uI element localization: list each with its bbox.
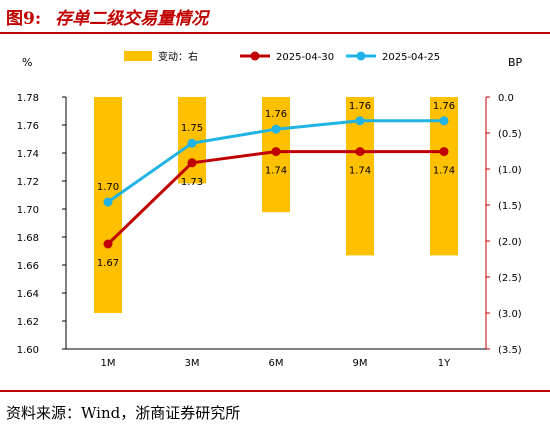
figure-title: 图9: 存单二级交易量情况 bbox=[6, 4, 208, 29]
left-tick-label: 1.78 bbox=[17, 93, 39, 104]
left-tick-label: 1.68 bbox=[17, 233, 39, 244]
x-tick-label: 6M bbox=[269, 358, 284, 369]
data-label: 1.74 bbox=[265, 166, 287, 177]
x-tick-label: 1Y bbox=[438, 358, 451, 369]
right-tick-label: 0.0 bbox=[498, 93, 514, 104]
right-tick-label: (2.5) bbox=[498, 273, 522, 284]
data-label: 1.73 bbox=[181, 177, 203, 188]
right-tick-label: (2.0) bbox=[498, 237, 522, 248]
right-tick-label: (3.0) bbox=[498, 309, 522, 320]
left-tick-label: 1.62 bbox=[17, 317, 39, 328]
series-point bbox=[103, 239, 113, 249]
legend-swatch-marker bbox=[250, 51, 260, 61]
series-point bbox=[271, 124, 281, 134]
figure-header: 图9: 存单二级交易量情况 bbox=[0, 0, 550, 34]
source-bar: 资料来源：Wind，浙商证券研究所 bbox=[0, 390, 550, 434]
legend-label-line: 2025-04-25 bbox=[382, 52, 440, 63]
data-label: 1.76 bbox=[433, 101, 455, 112]
line-series bbox=[103, 116, 449, 249]
series-point bbox=[187, 138, 197, 148]
data-label: 1.75 bbox=[181, 123, 203, 134]
figure-name: 存单二级交易量情况 bbox=[55, 9, 209, 29]
chart: 变动：右 2025-04-30 2025-04-25 1.601.621.641.6… bbox=[17, 50, 523, 369]
left-tick-label: 1.64 bbox=[17, 289, 39, 300]
x-tick-label: 1M bbox=[101, 358, 116, 369]
left-tick-label: 1.72 bbox=[17, 177, 39, 188]
x-tick-label: 3M bbox=[185, 358, 200, 369]
right-tick-label: (0.5) bbox=[498, 129, 522, 140]
right-tick-label: (1.5) bbox=[498, 201, 522, 212]
series-point bbox=[103, 197, 113, 207]
data-label: 1.76 bbox=[265, 109, 287, 120]
series-point bbox=[439, 116, 449, 126]
legend-label-bar: 变动：右 bbox=[158, 50, 198, 63]
series-point bbox=[355, 116, 365, 126]
series-point bbox=[439, 147, 449, 157]
axes: 1.60 1.62 1.64 1.66 1.68 1.70 1.72 1.74 1.76 1.78… bbox=[17, 56, 523, 369]
left-tick-label: 1.66 bbox=[17, 261, 39, 272]
left-tick-label: 1.74 bbox=[17, 149, 39, 160]
legend-swatch-bar bbox=[124, 51, 152, 61]
left-tick-label: 1.76 bbox=[17, 121, 39, 132]
legend: 变动：右 2025-04-30 2025-04-25 bbox=[124, 50, 440, 63]
data-label: 1.70 bbox=[97, 182, 119, 193]
legend-label-line: 2025-04-30 bbox=[276, 52, 334, 63]
data-label: 1.74 bbox=[349, 166, 371, 177]
series-point bbox=[355, 147, 365, 157]
left-axis-label: % bbox=[22, 56, 32, 69]
right-tick-label: (3.5) bbox=[498, 345, 522, 356]
x-tick-label: 9M bbox=[353, 358, 368, 369]
data-labels: 1.67 1.73 1.74 1.74 1.74 1.70 1.75 1.76 1.76 1.76 bbox=[97, 101, 455, 269]
series-point bbox=[187, 158, 197, 168]
right-tick-label: (1.0) bbox=[498, 165, 522, 176]
left-tick-label: 1.70 bbox=[17, 205, 39, 216]
data-label: 1.67 bbox=[97, 258, 119, 269]
figure-label: 图9: bbox=[6, 9, 42, 29]
data-label: 1.74 bbox=[433, 166, 455, 177]
series-point bbox=[271, 147, 281, 157]
left-tick-label: 1.60 bbox=[17, 345, 39, 356]
right-axis-label: BP bbox=[508, 56, 523, 69]
source-note: 资料来源：Wind，浙商证券研究所 bbox=[6, 404, 241, 422]
data-label: 1.76 bbox=[349, 101, 371, 112]
legend-swatch-marker bbox=[356, 51, 366, 61]
